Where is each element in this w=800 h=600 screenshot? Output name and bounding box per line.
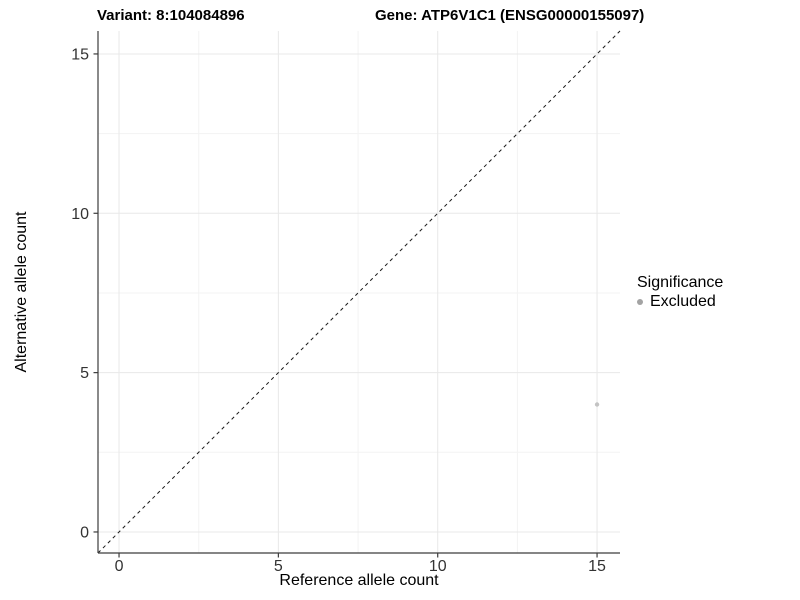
y-tick-label: 0 bbox=[80, 524, 89, 541]
identity-dashed-line bbox=[97, 30, 621, 554]
y-tick-label: 5 bbox=[80, 365, 89, 382]
variant-title: Variant: 8:104084896 bbox=[97, 7, 245, 24]
legend-items: Excluded bbox=[637, 292, 723, 311]
x-tick-label: 0 bbox=[115, 558, 124, 575]
y-tick-label: 10 bbox=[71, 206, 89, 223]
legend-title: Significance bbox=[637, 274, 724, 291]
x-tick-label: 10 bbox=[429, 558, 447, 575]
legend: Significance Excluded bbox=[637, 273, 723, 311]
data-point bbox=[594, 402, 600, 407]
y-tick-label: 15 bbox=[71, 46, 89, 63]
x-axis-title: Reference allele count bbox=[279, 572, 439, 589]
x-tick-label: 5 bbox=[274, 558, 283, 575]
gene-title: Gene: ATP6V1C1 (ENSG00000155097) bbox=[375, 7, 645, 24]
legend-key-dot-icon bbox=[637, 298, 643, 305]
legend-item: Excluded bbox=[637, 292, 723, 311]
x-tick-label: 15 bbox=[588, 558, 606, 575]
legend-item-label: Excluded bbox=[650, 293, 716, 310]
